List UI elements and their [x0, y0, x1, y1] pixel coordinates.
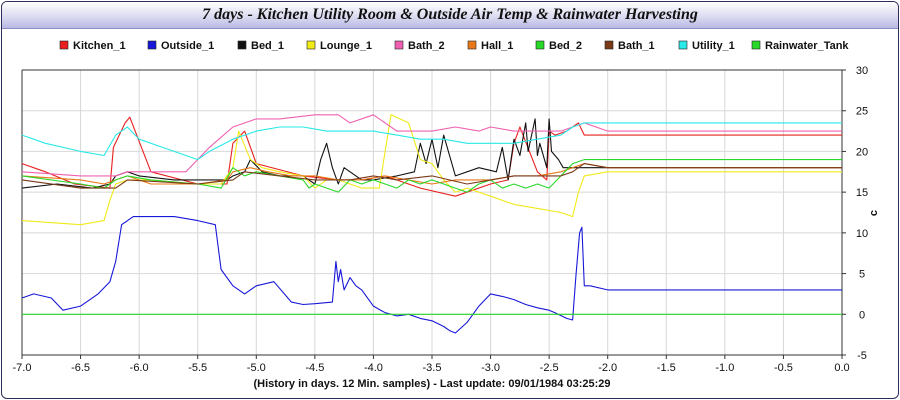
series-line-bath-2 — [21, 114, 842, 177]
series-layer — [21, 114, 842, 334]
legend-swatch — [751, 40, 761, 50]
x-tick-label: -5.0 — [247, 362, 266, 374]
series-line-bed-2 — [21, 159, 842, 193]
legend-label: Kitchen_1 — [73, 40, 126, 52]
y-tick-label: -5 — [857, 350, 867, 362]
legend-label: Bed_1 — [251, 40, 284, 52]
y-tick-label: 25 — [856, 106, 868, 118]
legend-swatch — [678, 40, 688, 50]
x-tick-label: -4.0 — [364, 362, 383, 374]
x-tick-label: -2.0 — [598, 362, 617, 374]
x-tick-label: -5.5 — [188, 362, 207, 374]
x-axis-label: (History in days. 12 Min. samples) - Las… — [253, 378, 610, 390]
x-tick-label: -3.0 — [481, 362, 500, 374]
legend-swatch — [147, 40, 157, 50]
x-tick-label: 0.0 — [834, 362, 849, 374]
series-line-hall-1 — [21, 163, 842, 185]
legend-label: Utility_1 — [692, 40, 735, 52]
y-tick-label: 5 — [859, 269, 865, 281]
x-tick-label: -1.0 — [715, 362, 734, 374]
x-tick-label: -3.5 — [423, 362, 442, 374]
title-bar: 7 days - Kitchen Utility Room & Outside … — [2, 2, 898, 29]
x-tick-label: -6.5 — [71, 362, 90, 374]
y-tick-label: 0 — [859, 309, 865, 321]
grid — [21, 69, 843, 356]
legend: Kitchen_1 Outside_1 Bed_1 Lounge_1 Bath_2 Hal… — [59, 40, 849, 52]
legend-label: Rainwater_Tank — [765, 40, 849, 52]
legend-swatch — [467, 40, 477, 50]
chart-title: 7 days - Kitchen Utility Room & Outside … — [202, 6, 698, 23]
legend-swatch — [535, 40, 545, 50]
y-tick-label: 20 — [856, 146, 868, 158]
series-line-bath-1 — [21, 163, 842, 189]
legend-swatch — [394, 40, 404, 50]
x-tick-label: -4.5 — [305, 362, 324, 374]
x-tick-label: -6.0 — [130, 362, 149, 374]
y-tick-label: 15 — [856, 187, 868, 199]
x-tick-label: -7.0 — [13, 362, 32, 374]
x-tick-label: -1.5 — [657, 362, 676, 374]
tick-labels: -7.0 -6.5 -6.0 -5.5 -5.0 -4.5 -4.0 -3.5 -3.0 -2.5… — [13, 65, 869, 374]
legend-swatch — [237, 40, 247, 50]
legend-label: Outside_1 — [161, 40, 214, 52]
legend-label: Lounge_1 — [320, 40, 372, 52]
legend-label: Bath_1 — [618, 40, 655, 52]
y-axis-label: c — [868, 210, 880, 216]
series-line-bed-1 — [21, 118, 842, 189]
series-line-outside-1 — [21, 216, 842, 334]
series-line-utility-1 — [21, 122, 842, 161]
legend-label: Bed_2 — [549, 40, 582, 52]
legend-swatch — [306, 40, 316, 50]
axes — [21, 69, 846, 359]
x-tick-label: -2.5 — [540, 362, 559, 374]
legend-swatch — [59, 40, 69, 50]
legend-label: Bath_2 — [408, 40, 445, 52]
y-tick-label: 30 — [856, 65, 868, 77]
legend-label: Hall_1 — [481, 40, 513, 52]
legend-swatch — [604, 40, 614, 50]
x-tick-label: -0.5 — [774, 362, 793, 374]
y-tick-label: 10 — [856, 228, 868, 240]
